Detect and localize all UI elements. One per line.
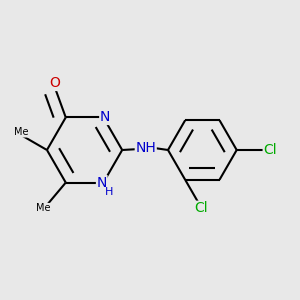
Text: N: N xyxy=(100,110,110,124)
Text: Me: Me xyxy=(36,203,51,213)
Text: O: O xyxy=(49,76,60,90)
Text: Cl: Cl xyxy=(263,143,277,157)
Text: Cl: Cl xyxy=(195,201,208,215)
Text: N: N xyxy=(97,176,107,190)
Text: H: H xyxy=(104,188,113,197)
Text: NH: NH xyxy=(135,141,156,155)
Text: Me: Me xyxy=(14,127,29,137)
